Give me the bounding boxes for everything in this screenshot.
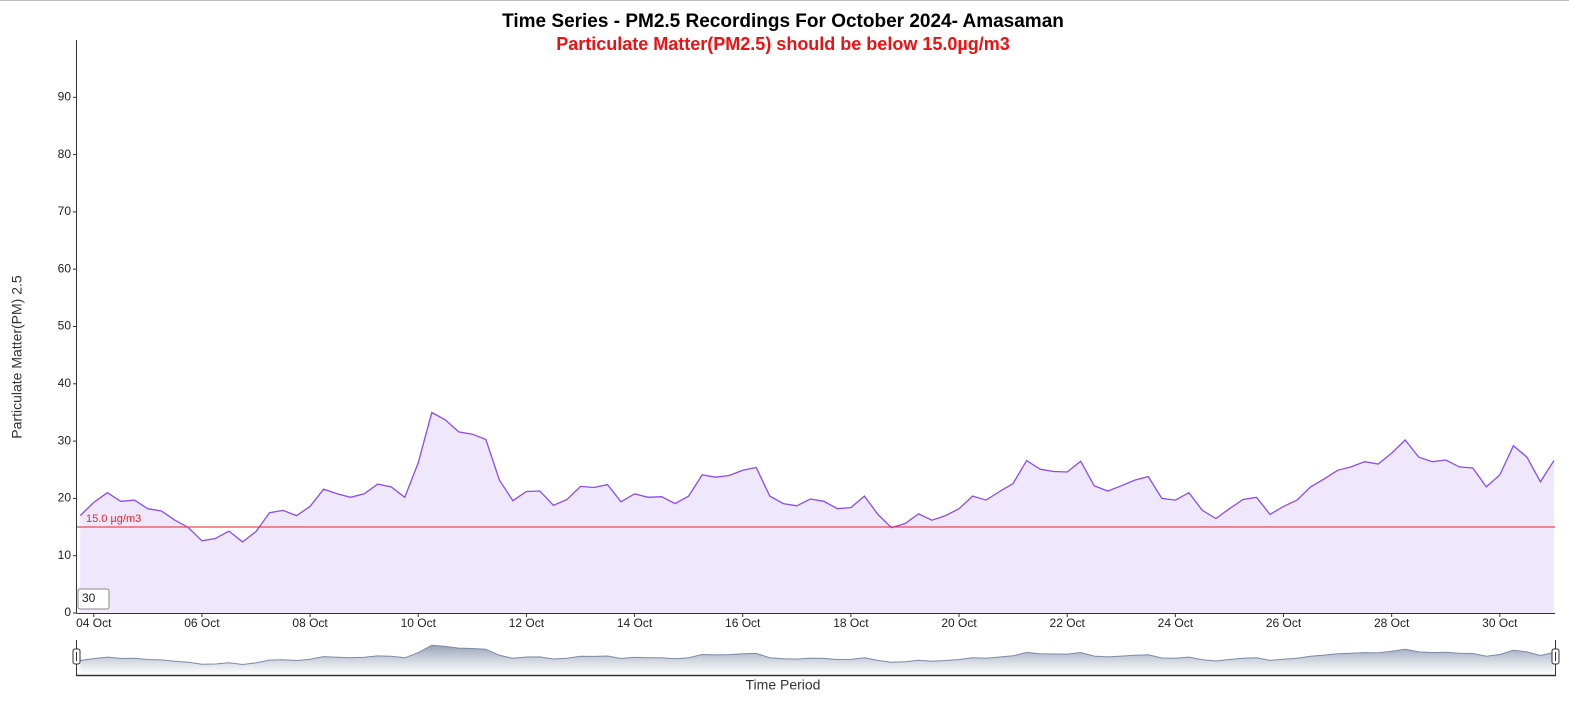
y-tick-label: 40	[58, 376, 72, 390]
y-tick-label: 70	[58, 204, 72, 218]
y-tick-label: 0	[64, 605, 71, 619]
y-tick-label: 50	[58, 319, 72, 333]
y-tick-label: 10	[58, 548, 72, 562]
y-tick-label: 80	[58, 147, 72, 161]
chart-title: Time Series - PM2.5 Recordings For Octob…	[502, 11, 1064, 32]
x-tick-label: 30 Oct	[1482, 616, 1518, 630]
y-tick-label: 20	[58, 491, 72, 505]
y-tick-label: 90	[58, 89, 72, 103]
y-axis-label: Particulate Matter(PM) 2.5	[9, 275, 25, 439]
chart-subtitle: Particulate Matter(PM2.5) should be belo…	[556, 34, 1009, 54]
x-tick-label: 14 Oct	[617, 616, 653, 630]
window-input[interactable]	[77, 588, 110, 610]
x-tick-label: 04 Oct	[76, 616, 112, 630]
x-tick-label: 24 Oct	[1158, 616, 1194, 630]
x-axis-label: Time Period	[746, 677, 821, 693]
area	[80, 412, 1554, 613]
x-tick-label: 22 Oct	[1050, 616, 1086, 630]
x-tick-label: 20 Oct	[941, 616, 977, 630]
brush-line	[80, 644, 1555, 666]
x-tick-label: 06 Oct	[184, 616, 220, 630]
x-tick-label: 28 Oct	[1374, 616, 1410, 630]
line	[79, 411, 1555, 543]
threshold-label: 15.0 µg/m3	[86, 513, 141, 525]
y-tick-label: 30	[58, 433, 72, 447]
brush-area	[80, 645, 1554, 675]
x-tick-label: 18 Oct	[833, 616, 869, 630]
x-tick-label: 10 Oct	[401, 616, 437, 630]
x-tick-label: 26 Oct	[1266, 616, 1302, 630]
y-tick-label: 60	[58, 261, 72, 275]
x-tick-label: 08 Oct	[292, 616, 328, 630]
x-tick-label: 16 Oct	[725, 616, 761, 630]
window-input-value[interactable]: 30	[82, 591, 96, 605]
x-tick-label: 12 Oct	[509, 616, 545, 630]
